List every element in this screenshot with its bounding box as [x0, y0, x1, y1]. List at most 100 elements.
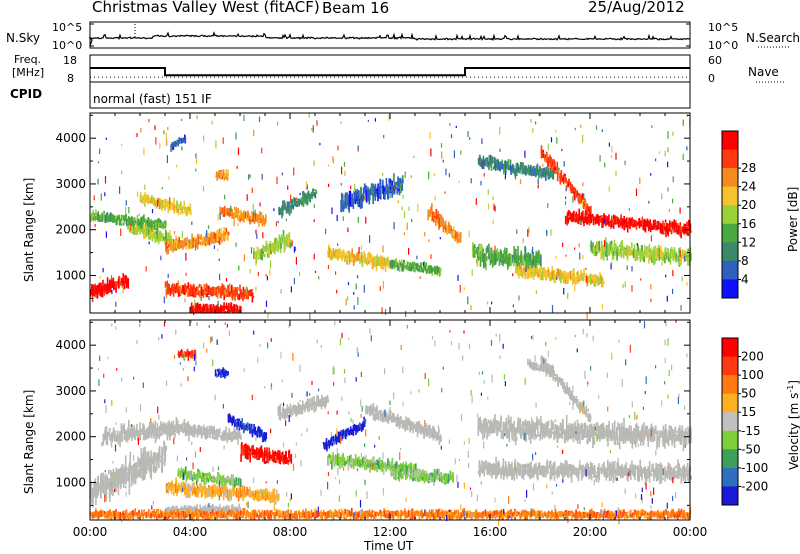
data-cell — [246, 214, 248, 221]
data-cell — [515, 163, 518, 171]
data-cell — [521, 270, 524, 279]
data-cell — [154, 219, 157, 224]
data-cell — [547, 168, 550, 175]
scatter-dot — [360, 245, 362, 250]
data-cell — [341, 252, 344, 262]
data-cell — [648, 254, 650, 264]
data-cell — [223, 492, 226, 496]
scatter-dot — [267, 313, 269, 319]
data-cell — [179, 485, 182, 489]
scatter-dot — [661, 193, 663, 200]
scatter-dot — [610, 155, 612, 158]
scatter-dot — [664, 150, 666, 157]
colorbar-swatch — [722, 205, 738, 225]
data-cell — [437, 266, 440, 270]
data-cell — [615, 245, 617, 257]
data-cell — [399, 463, 402, 470]
scatter-dot — [535, 290, 537, 294]
data-cell — [625, 251, 628, 256]
data-cell — [489, 252, 491, 258]
data-cell — [385, 464, 387, 467]
data-cell — [236, 487, 238, 498]
data-cell — [223, 485, 226, 496]
data-cell — [183, 472, 186, 476]
data-cell — [596, 276, 599, 283]
scatter-dot — [686, 146, 688, 151]
data-cell — [369, 463, 372, 467]
data-cell — [352, 424, 355, 431]
data-cell — [150, 223, 152, 235]
data-cell — [343, 204, 346, 209]
data-cell — [190, 485, 192, 492]
data-cell — [288, 205, 291, 216]
data-cell — [145, 459, 148, 474]
scatter-dot — [615, 170, 617, 177]
data-cell — [192, 508, 195, 514]
data-cell — [213, 233, 216, 239]
data-cell — [183, 427, 186, 432]
data-cell — [302, 198, 305, 207]
data-cell — [221, 176, 223, 180]
data-cell — [115, 477, 117, 492]
data-cell — [108, 216, 110, 222]
data-cell — [683, 223, 685, 228]
data-cell — [599, 272, 601, 278]
data-cell — [125, 213, 127, 219]
data-cell — [236, 286, 238, 297]
data-cell — [563, 275, 566, 283]
data-cell — [268, 249, 270, 259]
data-cell — [496, 257, 498, 262]
data-cell — [226, 433, 228, 443]
scatter-dot — [537, 178, 539, 184]
data-cell — [293, 197, 295, 206]
data-cell — [532, 257, 534, 269]
data-cell — [236, 418, 238, 421]
data-cell — [237, 208, 240, 217]
data-cell — [488, 243, 490, 256]
data-cell — [222, 214, 225, 217]
scatter-dot — [578, 243, 580, 248]
scatter-dot — [158, 222, 160, 228]
data-cell — [228, 303, 231, 309]
cpid-frame — [89, 81, 691, 109]
scatter-dot — [120, 228, 122, 237]
data-cell — [271, 493, 274, 503]
scatter-dot — [99, 275, 101, 279]
data-cell — [323, 398, 326, 402]
data-cell — [514, 250, 517, 264]
data-cell — [124, 485, 127, 489]
scatter-dot — [401, 206, 403, 211]
data-cell — [379, 457, 381, 466]
data-cell — [550, 156, 552, 167]
data-cell — [177, 203, 180, 207]
data-cell — [180, 506, 183, 512]
data-cell — [687, 250, 689, 263]
data-cell — [593, 277, 595, 286]
noise-panel-frame — [89, 21, 691, 49]
data-cell — [133, 425, 135, 435]
data-cell — [644, 245, 646, 254]
data-cell — [540, 145, 543, 152]
scatter-dot — [480, 180, 482, 186]
data-cell — [359, 252, 361, 261]
data-cell — [166, 246, 168, 249]
data-cell — [568, 178, 570, 183]
data-cell — [156, 227, 159, 239]
data-cell — [376, 459, 378, 462]
data-cell — [194, 236, 196, 242]
data-cell — [237, 213, 239, 221]
data-cell — [486, 157, 488, 168]
data-cell — [542, 152, 545, 155]
data-cell — [656, 224, 659, 231]
data-cell — [413, 467, 416, 475]
scatter-dot — [316, 120, 318, 126]
data-cell — [175, 142, 177, 148]
scatter-dot — [608, 186, 610, 192]
data-cell — [212, 432, 214, 436]
data-cell — [255, 493, 258, 501]
scatter-dot — [230, 205, 232, 212]
scatter-dot — [666, 295, 668, 302]
scatter-dot — [556, 137, 558, 144]
data-cell — [612, 250, 615, 256]
data-cell — [528, 273, 531, 278]
